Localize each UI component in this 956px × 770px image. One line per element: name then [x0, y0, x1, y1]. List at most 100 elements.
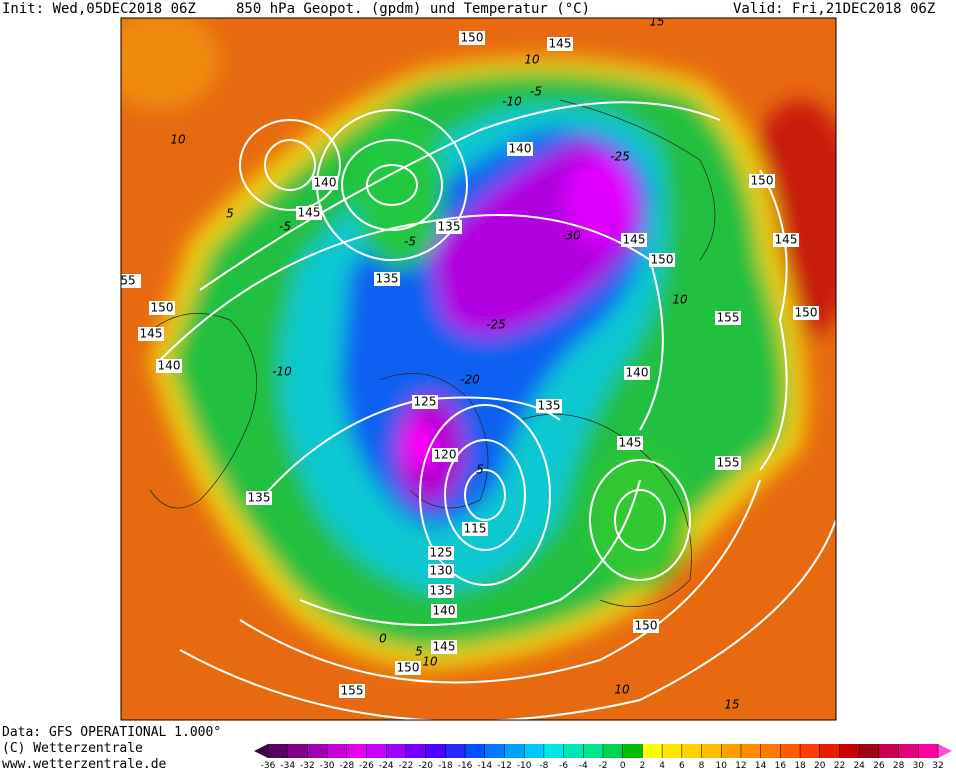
legend-label: 30 — [913, 761, 925, 770]
temperature-label: -5 — [279, 220, 291, 234]
label-box — [773, 233, 799, 247]
height-label: 135 — [438, 220, 461, 234]
footer-line: Data: GFS OPERATIONAL 1.000° — [2, 725, 221, 740]
height-label: 145 — [549, 37, 572, 51]
legend-swatch — [878, 744, 900, 758]
legend-swatch — [662, 744, 683, 758]
legend-swatch — [918, 744, 939, 758]
label-box — [459, 31, 485, 45]
legend-label: -30 — [320, 761, 335, 770]
label-box — [715, 311, 741, 325]
legend-label: -10 — [517, 761, 532, 770]
label-box — [138, 327, 164, 341]
temperature-label: -10 — [272, 365, 292, 379]
height-label: 130 — [430, 564, 453, 578]
height-label: 150 — [635, 619, 658, 633]
legend-label: -6 — [559, 761, 568, 770]
temperature-label: -20 — [460, 373, 480, 387]
label-box — [536, 399, 562, 413]
label-box — [507, 142, 533, 156]
temperature-label: 10 — [614, 683, 630, 697]
label-box — [312, 176, 338, 190]
legend-label: 20 — [814, 761, 826, 770]
legend-swatch — [484, 744, 505, 758]
legend-label: 16 — [775, 761, 787, 770]
height-label: 140 — [433, 604, 456, 618]
label-box — [339, 684, 365, 698]
label-box — [296, 206, 322, 220]
legend-swatch — [366, 744, 387, 758]
height-label: 55 — [120, 274, 135, 288]
legend-swatch — [603, 744, 624, 758]
height-label: 140 — [158, 359, 181, 373]
legend-label: 14 — [755, 761, 767, 770]
color-legend: -36 -34 -32 -30 -28 -26 -24 -22 -20 -18 -16 -14 -12-… — [254, 744, 952, 770]
height-label: 140 — [509, 142, 532, 156]
legend-swatch — [721, 744, 742, 758]
legend-label: -14 — [477, 761, 492, 770]
legend-label: 28 — [893, 761, 905, 770]
map-frame — [120, 17, 837, 721]
legend-label: -26 — [359, 761, 374, 770]
height-label: 150 — [751, 174, 774, 188]
legend-swatch — [287, 744, 308, 758]
legend-swatch — [819, 744, 840, 758]
legend-label: -16 — [458, 761, 473, 770]
height-label: 125 — [414, 395, 437, 409]
legend-label: -24 — [379, 761, 394, 770]
temperature-label: 0 — [379, 632, 387, 646]
legend-swatch — [701, 744, 722, 758]
temperature-label: -25 — [610, 150, 630, 164]
label-box — [749, 174, 775, 188]
legend-label: -36 — [261, 761, 276, 770]
height-label: 150 — [651, 253, 674, 267]
temperature-label: 10 — [524, 53, 540, 67]
legend-label: -2 — [599, 761, 608, 770]
coastlines — [139, 99, 716, 607]
legend-swatch — [386, 744, 407, 758]
label-box — [649, 253, 675, 267]
temperature-label: -10 — [502, 95, 522, 109]
legend-swatch — [780, 744, 801, 758]
footer-line: www.wetterzentrale.de — [2, 757, 167, 770]
map-title: 850 hPa Geopot. (gpdm) und Temperatur (°… — [236, 1, 590, 17]
legend-swatch — [859, 744, 880, 758]
label-box — [431, 604, 457, 618]
height-label: 145 — [433, 640, 456, 654]
height-label: 125 — [430, 546, 453, 560]
height-label: 145 — [623, 233, 646, 247]
height-label: 135 — [248, 491, 271, 505]
temperature-label: 10 — [422, 655, 438, 669]
legend-swatch — [405, 744, 427, 758]
height-label: 115 — [464, 522, 487, 536]
legend-label: -22 — [399, 761, 414, 770]
legend-label: -4 — [579, 761, 588, 770]
legend-swatch — [268, 744, 289, 758]
legend-swatch — [681, 744, 703, 758]
legend-swatch — [898, 744, 919, 758]
height-label: 120 — [434, 448, 457, 462]
temperature-label: 10 — [672, 293, 688, 307]
map-area: 150 1451401451351351501451405514014515015… — [120, 15, 836, 720]
legend-swatch — [425, 744, 446, 758]
height-label: 135 — [430, 584, 453, 598]
temperature-label: 5 — [476, 463, 484, 477]
label-box — [428, 546, 454, 560]
height-label: 145 — [298, 206, 321, 220]
legend-label: -20 — [418, 761, 433, 770]
label-box — [436, 220, 462, 234]
legend-swatch — [622, 744, 643, 758]
label-box — [412, 395, 438, 409]
legend-label: 22 — [834, 761, 845, 770]
label-box — [395, 661, 421, 675]
legend-label: 26 — [873, 761, 885, 770]
footer-line: (C) Wetterzentrale — [2, 741, 143, 756]
legend-label: -34 — [280, 761, 295, 770]
legend-label: 6 — [679, 761, 685, 770]
height-label: 145 — [140, 327, 163, 341]
temperature-label: 15 — [649, 15, 664, 29]
label-box — [428, 564, 454, 578]
legend-label: -8 — [539, 761, 548, 770]
height-label: 145 — [619, 436, 642, 450]
legend-swatch — [307, 744, 328, 758]
